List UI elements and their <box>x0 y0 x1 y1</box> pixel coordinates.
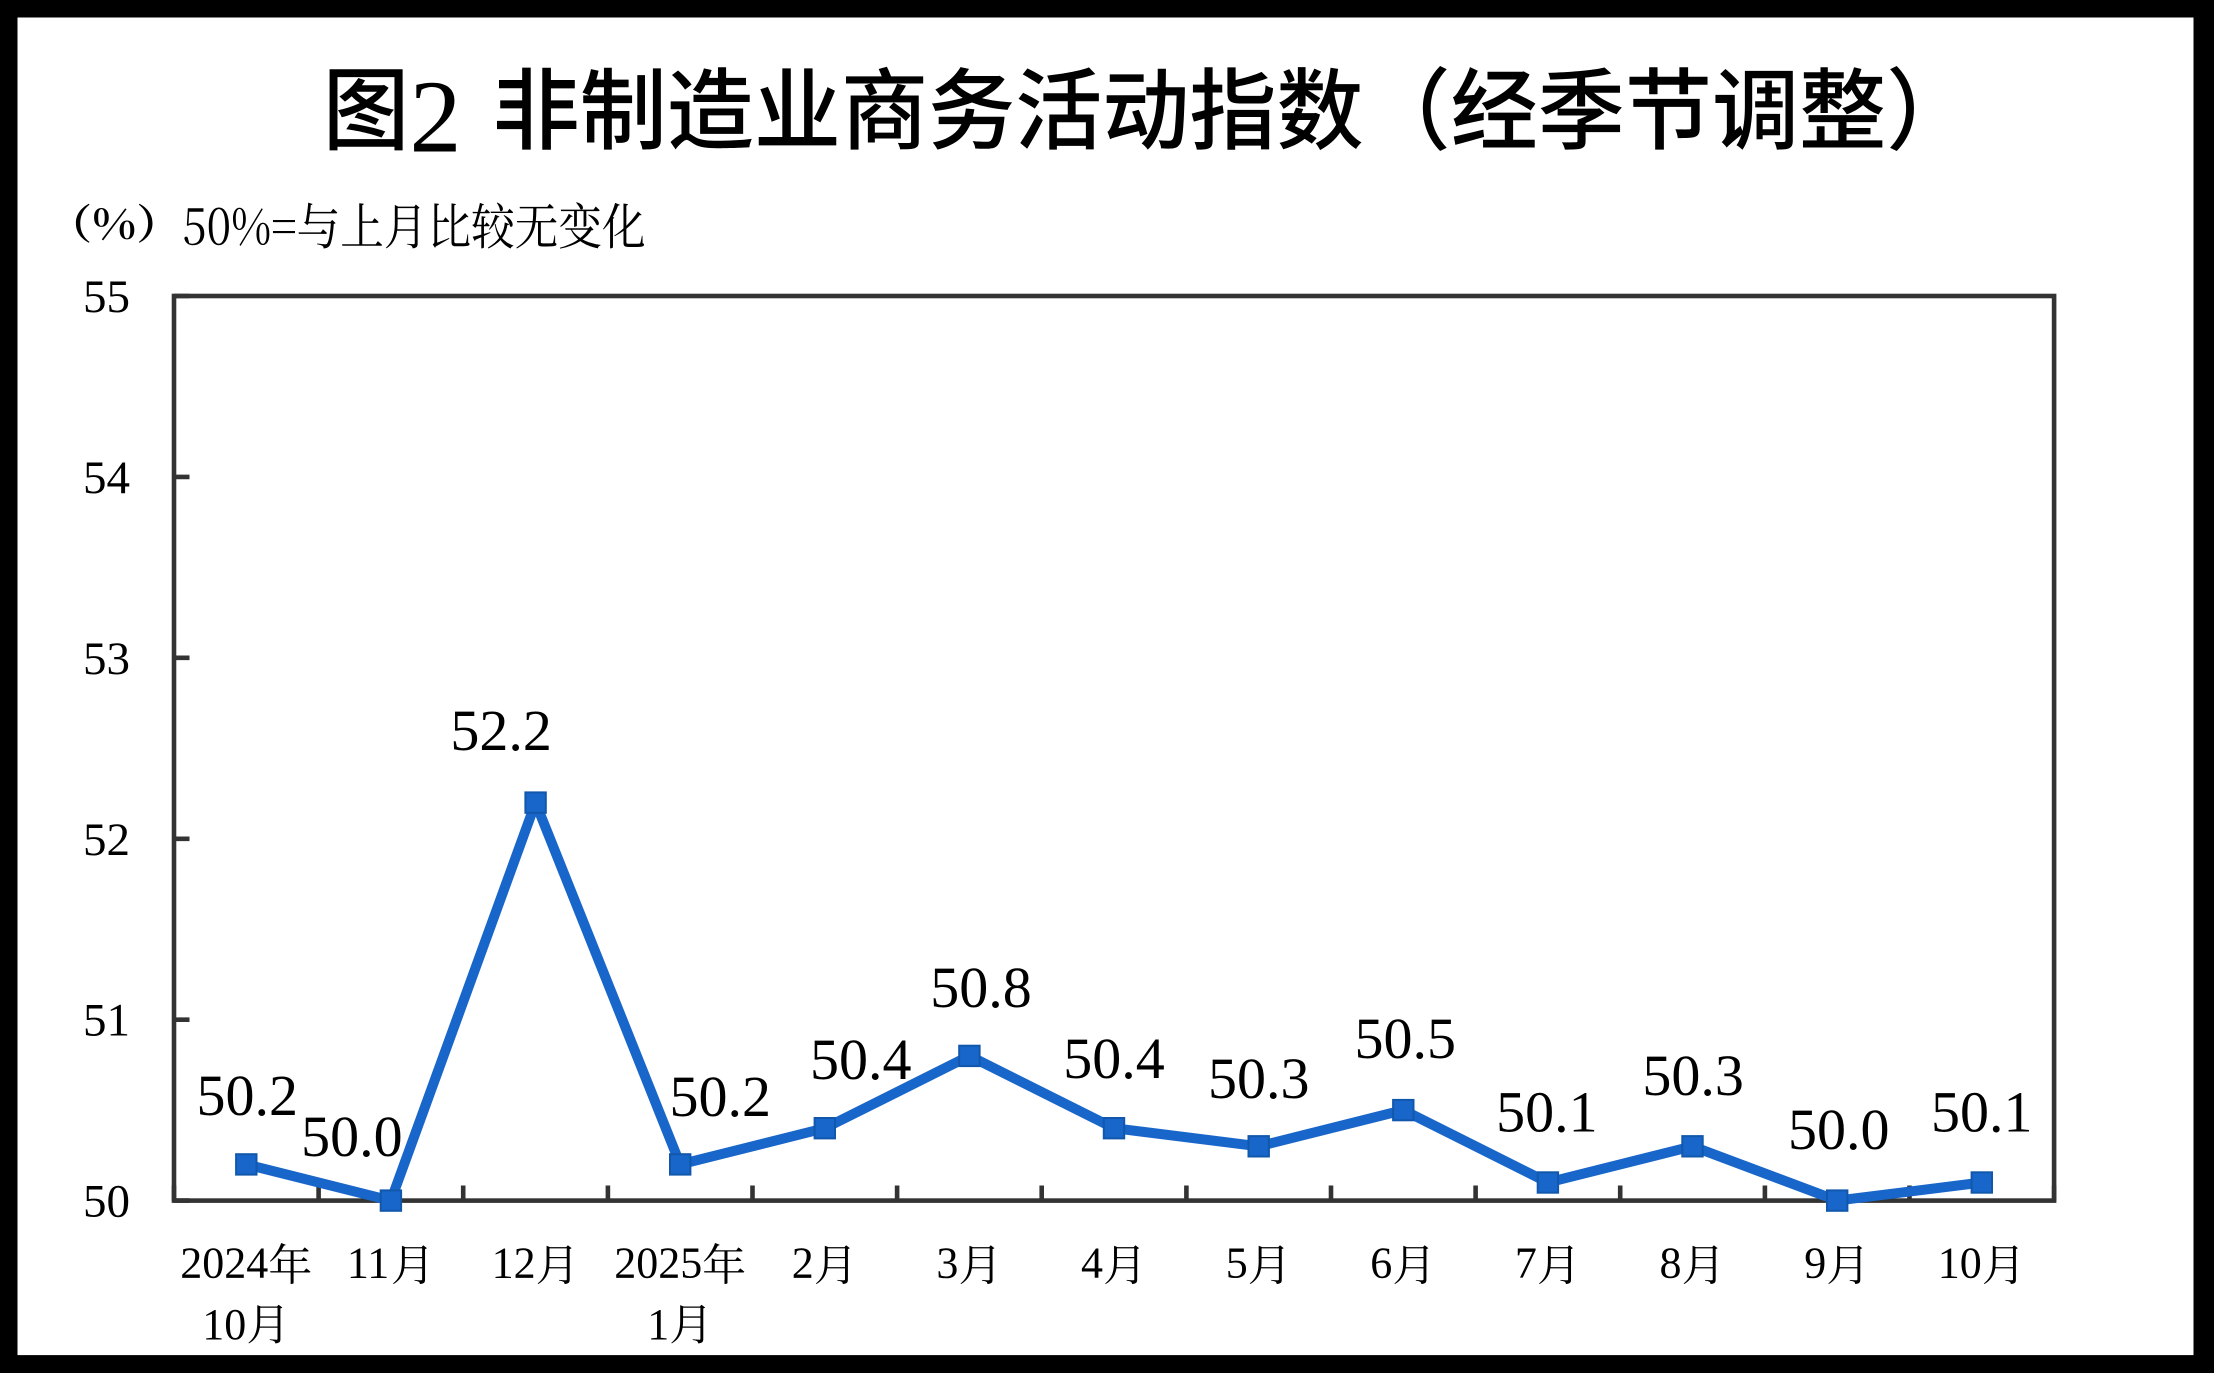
svg-text:50.2: 50.2 <box>197 1063 299 1128</box>
svg-text:2: 2 <box>792 1239 814 1288</box>
svg-text:50.8: 50.8 <box>930 955 1032 1020</box>
svg-text:52.2: 52.2 <box>450 698 552 763</box>
svg-text:50.3: 50.3 <box>1208 1046 1310 1111</box>
svg-text:50.3: 50.3 <box>1642 1043 1744 1108</box>
svg-text:3: 3 <box>936 1239 958 1288</box>
svg-text:2025: 2025 <box>614 1239 702 1288</box>
svg-text:7: 7 <box>1515 1239 1537 1288</box>
svg-text:54: 54 <box>83 452 130 504</box>
svg-text:4: 4 <box>1081 1239 1103 1288</box>
svg-text:51: 51 <box>83 995 130 1047</box>
svg-text:50.1: 50.1 <box>1496 1080 1598 1145</box>
svg-text:12: 12 <box>492 1239 536 1288</box>
svg-text:50.1: 50.1 <box>1931 1079 2033 1144</box>
svg-text:50.2: 50.2 <box>669 1064 771 1129</box>
svg-text:50.4: 50.4 <box>1063 1026 1165 1091</box>
svg-text:11: 11 <box>347 1239 389 1288</box>
svg-text:6: 6 <box>1370 1239 1392 1288</box>
svg-text:5: 5 <box>1226 1239 1248 1288</box>
svg-text:2024: 2024 <box>180 1239 268 1288</box>
svg-text:53: 53 <box>83 633 130 685</box>
svg-text:55: 55 <box>83 271 130 323</box>
svg-text:9: 9 <box>1804 1239 1826 1288</box>
svg-text:50.4: 50.4 <box>810 1027 912 1092</box>
svg-text:50.0: 50.0 <box>1788 1097 1890 1162</box>
svg-text:2: 2 <box>410 59 462 174</box>
svg-text:10: 10 <box>202 1300 246 1349</box>
svg-text:52: 52 <box>83 814 130 866</box>
svg-text:50.0: 50.0 <box>301 1104 403 1169</box>
svg-text:1: 1 <box>647 1300 669 1349</box>
svg-text:50.5: 50.5 <box>1355 1006 1457 1071</box>
svg-text:8: 8 <box>1660 1239 1682 1288</box>
svg-text:10: 10 <box>1938 1239 1982 1288</box>
svg-text:50: 50 <box>83 1176 130 1228</box>
